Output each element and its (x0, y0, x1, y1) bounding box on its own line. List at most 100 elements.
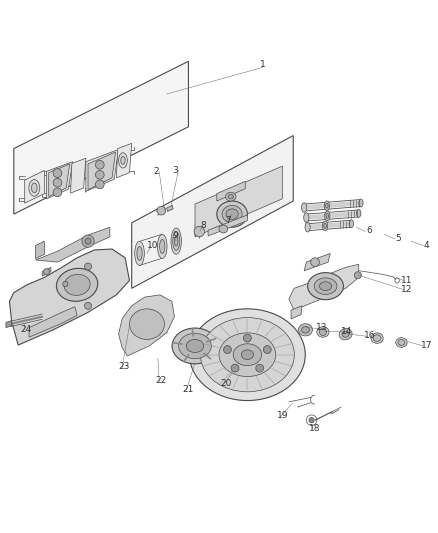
Circle shape (85, 302, 92, 309)
Ellipse shape (373, 335, 381, 341)
Ellipse shape (186, 340, 204, 352)
Text: 16: 16 (364, 331, 375, 340)
Circle shape (95, 180, 104, 189)
Ellipse shape (190, 309, 305, 400)
Polygon shape (166, 205, 173, 212)
Text: 19: 19 (276, 411, 288, 421)
Ellipse shape (137, 246, 142, 261)
Text: 21: 21 (183, 385, 194, 394)
Ellipse shape (121, 157, 125, 164)
Circle shape (223, 345, 231, 353)
Text: 5: 5 (395, 233, 401, 243)
Ellipse shape (398, 340, 405, 345)
Ellipse shape (228, 195, 233, 199)
Circle shape (194, 227, 205, 237)
Ellipse shape (305, 222, 310, 232)
Ellipse shape (342, 331, 349, 337)
Text: 6: 6 (366, 226, 371, 235)
Circle shape (63, 281, 68, 287)
Text: 22: 22 (155, 376, 166, 385)
Ellipse shape (304, 213, 309, 222)
Ellipse shape (371, 333, 383, 343)
Polygon shape (208, 215, 247, 236)
Ellipse shape (325, 211, 330, 221)
Text: 13: 13 (316, 323, 327, 332)
Ellipse shape (57, 269, 98, 301)
Ellipse shape (64, 274, 90, 295)
Circle shape (53, 179, 62, 187)
Ellipse shape (349, 220, 353, 228)
Circle shape (354, 272, 361, 279)
Text: 9: 9 (173, 231, 178, 239)
Circle shape (95, 160, 104, 169)
Polygon shape (29, 306, 77, 337)
Ellipse shape (222, 205, 242, 223)
Polygon shape (289, 264, 359, 310)
Text: 8: 8 (201, 221, 207, 230)
Ellipse shape (357, 209, 361, 217)
Polygon shape (119, 295, 174, 356)
Text: 14: 14 (341, 327, 353, 336)
Circle shape (256, 364, 264, 372)
Polygon shape (49, 164, 70, 197)
Ellipse shape (157, 235, 167, 259)
Polygon shape (117, 143, 132, 178)
Ellipse shape (171, 228, 181, 254)
Ellipse shape (217, 201, 247, 227)
Circle shape (319, 328, 326, 335)
Ellipse shape (301, 203, 307, 212)
Ellipse shape (179, 333, 212, 359)
Ellipse shape (325, 204, 328, 208)
Circle shape (43, 269, 49, 275)
Ellipse shape (219, 333, 276, 376)
Polygon shape (25, 171, 44, 203)
Circle shape (309, 417, 314, 423)
Ellipse shape (233, 344, 261, 366)
Ellipse shape (135, 241, 145, 265)
Ellipse shape (172, 328, 218, 364)
Circle shape (95, 171, 104, 179)
Ellipse shape (298, 324, 312, 336)
Ellipse shape (29, 180, 40, 196)
Circle shape (82, 235, 94, 247)
Polygon shape (132, 135, 293, 288)
Ellipse shape (322, 221, 328, 231)
Polygon shape (195, 166, 283, 237)
Ellipse shape (173, 232, 180, 251)
Polygon shape (217, 181, 245, 201)
Ellipse shape (159, 239, 165, 253)
Ellipse shape (130, 309, 164, 340)
Polygon shape (35, 241, 44, 259)
Ellipse shape (317, 327, 329, 337)
Circle shape (85, 263, 92, 270)
Ellipse shape (339, 328, 352, 340)
Polygon shape (6, 321, 12, 328)
Ellipse shape (201, 318, 294, 392)
Polygon shape (86, 149, 119, 191)
Circle shape (157, 206, 166, 215)
Ellipse shape (32, 183, 37, 193)
Polygon shape (71, 158, 86, 193)
Text: 7: 7 (225, 216, 231, 225)
Text: 17: 17 (420, 342, 432, 351)
Polygon shape (291, 306, 302, 319)
Ellipse shape (324, 201, 329, 211)
Text: 12: 12 (401, 285, 413, 294)
Polygon shape (10, 249, 130, 345)
Ellipse shape (226, 209, 238, 220)
Polygon shape (88, 152, 116, 190)
Polygon shape (14, 61, 188, 214)
Ellipse shape (219, 225, 228, 233)
Ellipse shape (241, 350, 254, 359)
Ellipse shape (319, 282, 332, 290)
Ellipse shape (226, 192, 236, 201)
Text: 23: 23 (118, 362, 130, 372)
Text: 20: 20 (220, 379, 231, 388)
Ellipse shape (396, 338, 407, 348)
Ellipse shape (301, 327, 309, 333)
Ellipse shape (324, 223, 326, 228)
Polygon shape (46, 161, 73, 199)
Polygon shape (42, 268, 51, 276)
Circle shape (244, 334, 251, 342)
Text: 24: 24 (20, 325, 31, 334)
